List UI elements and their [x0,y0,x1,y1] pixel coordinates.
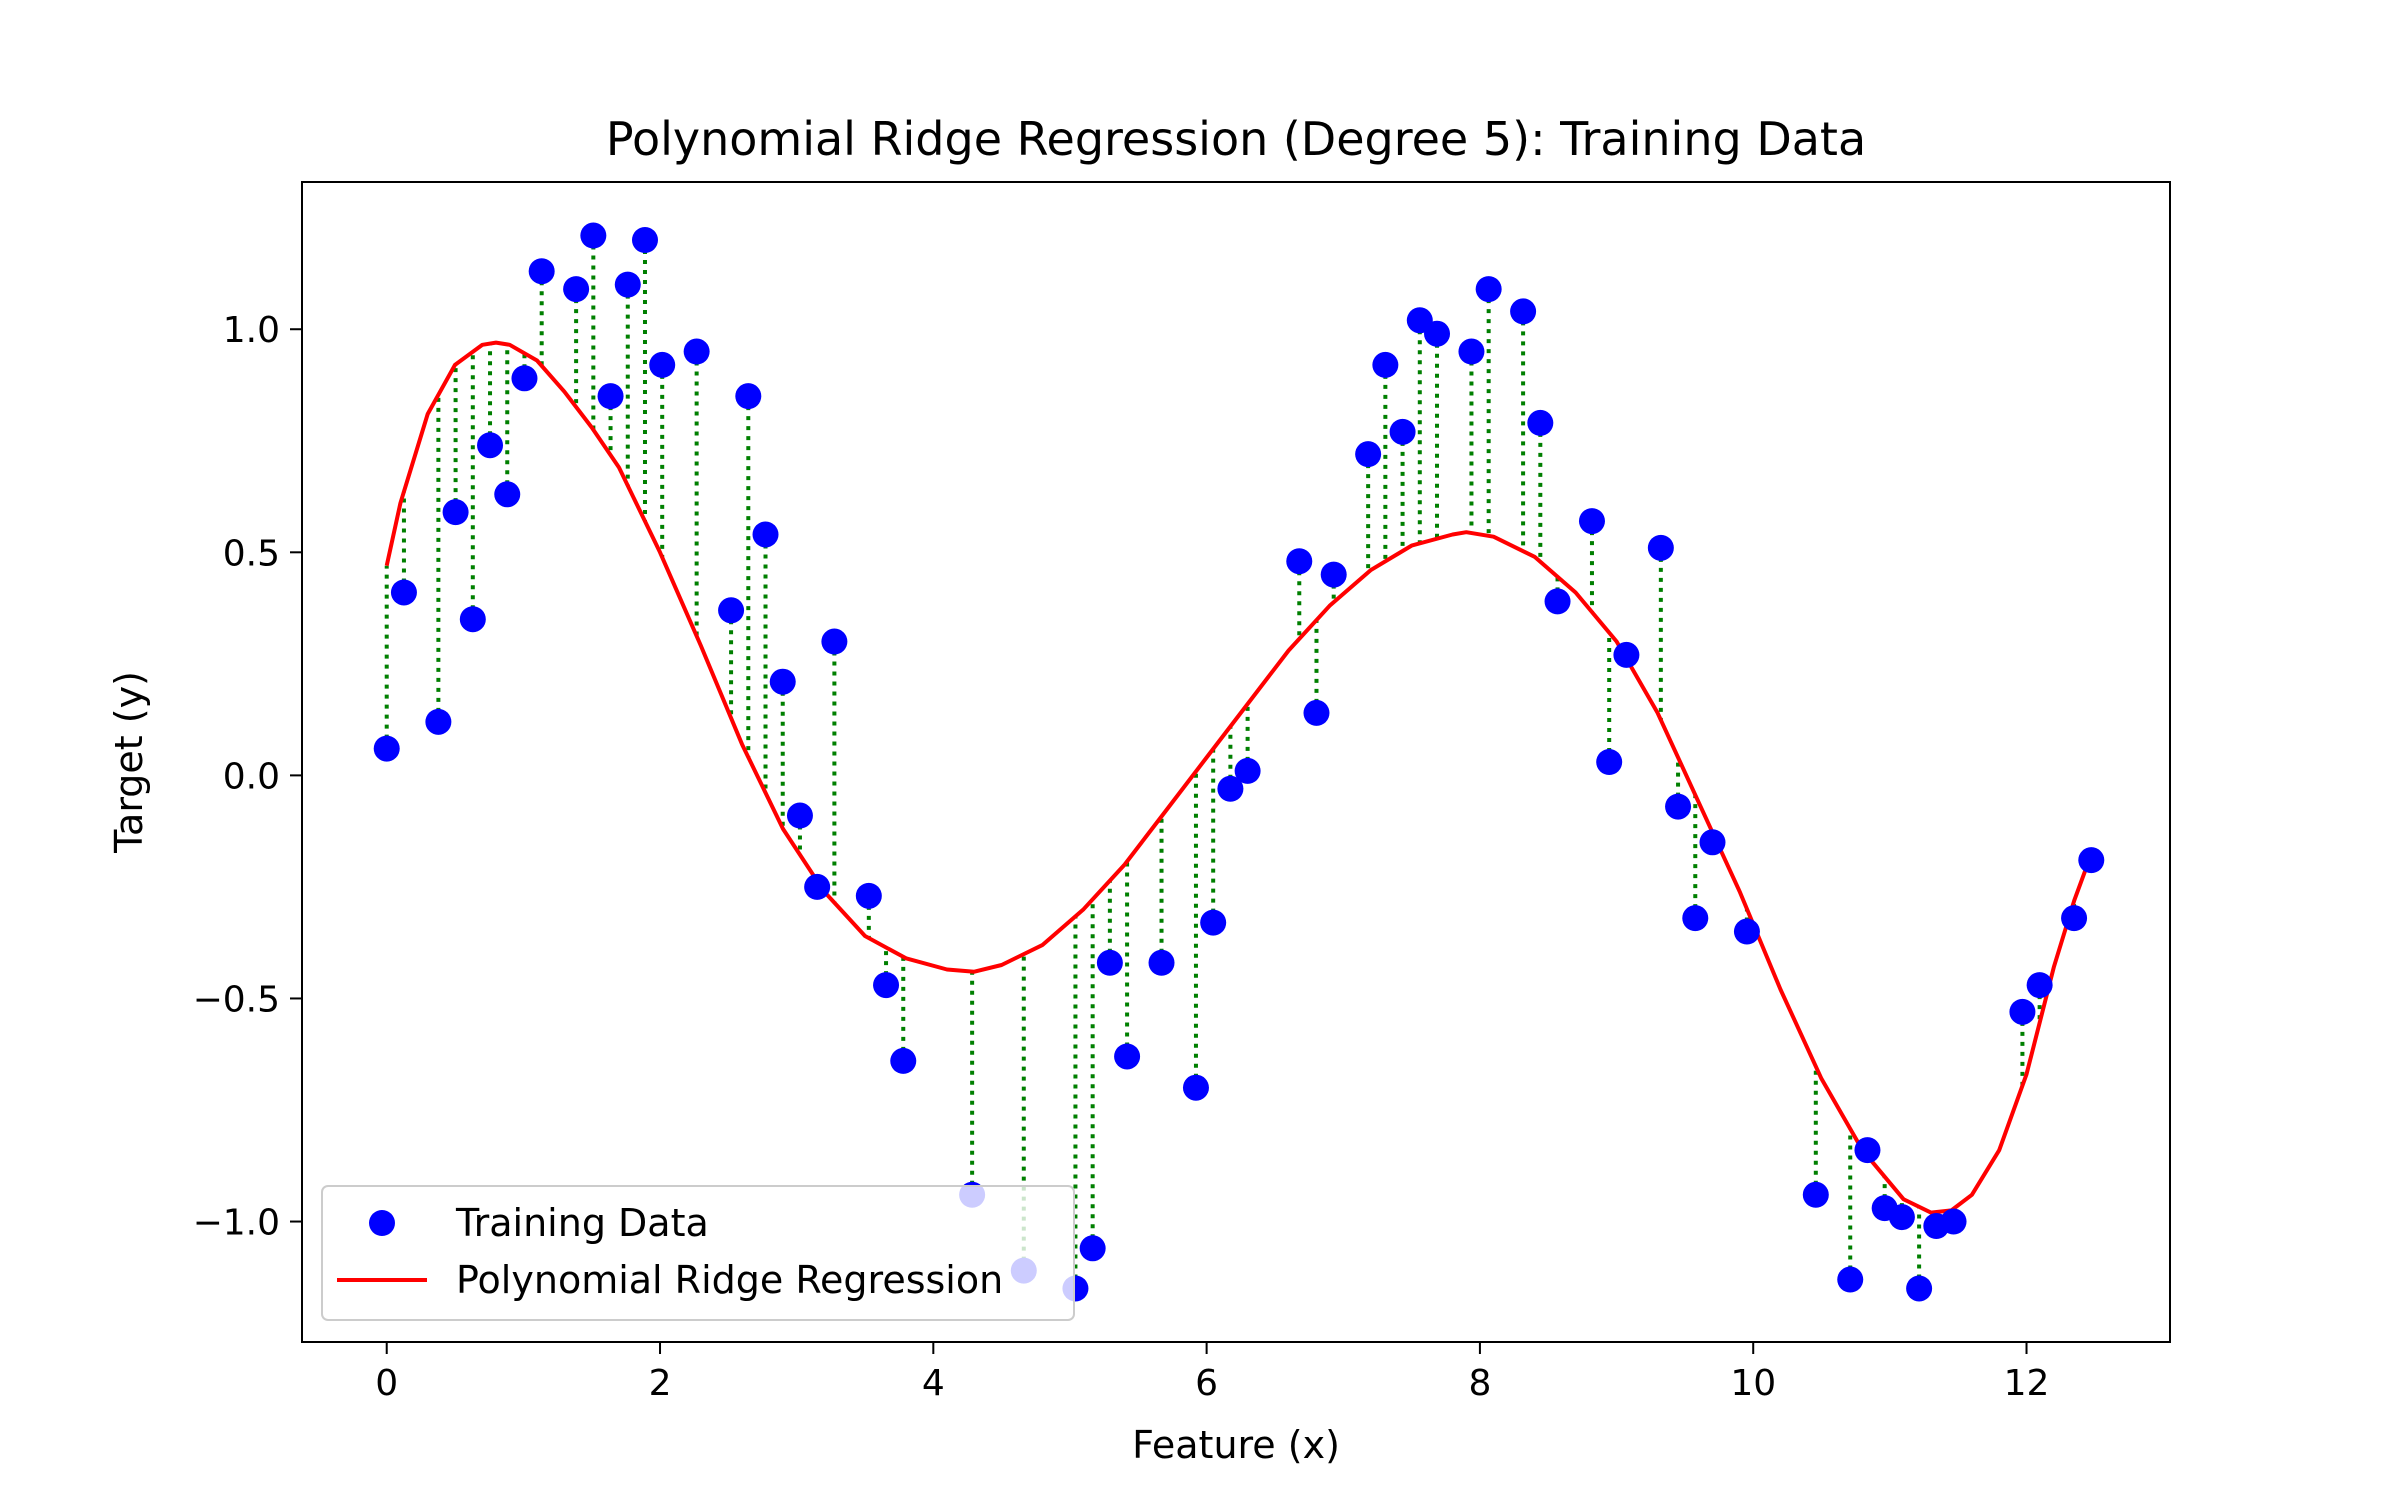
data-point [1217,775,1244,802]
data-point [2078,847,2105,874]
data-point [1303,699,1330,726]
legend-label-polynomial-ridge-regression: Polynomial Ridge Regression [456,1258,1003,1302]
data-point [804,873,831,900]
data-point [1148,949,1175,976]
data-point [2026,972,2053,999]
data-point [1200,909,1227,936]
x-tick-label: 4 [922,1363,945,1404]
data-point [494,481,521,508]
data-point [718,597,745,624]
data-point [631,227,658,253]
data-point [1613,641,1640,668]
y-tick-label: 0.0 [223,756,280,797]
data-point [1888,1204,1915,1231]
data-point [2009,998,2036,1025]
data-point [390,579,417,606]
data-point [1906,1275,1933,1302]
data-point [1320,561,1347,588]
legend-label-training-data: Training Data [455,1201,709,1245]
data-point [1458,338,1485,365]
data-point [1665,793,1692,820]
data-point [1372,351,1399,378]
data-point [683,338,710,365]
data-point [442,499,469,526]
x-axis-ticks: 0 2 4 6 8 10 12 [375,1342,2049,1404]
y-axis-label: Target (y) [107,671,151,854]
data-point [1699,829,1726,856]
data-point [735,383,762,410]
x-tick-label: 0 [375,1363,398,1404]
y-tick-label: −0.5 [193,979,280,1020]
data-point [1527,409,1554,436]
data-point [873,972,900,999]
x-tick-label: 8 [1468,1363,1491,1404]
data-point [1940,1208,1967,1235]
fit-line-group [384,340,2093,1215]
data-point [1837,1266,1864,1293]
plot-frame [301,181,2171,1343]
data-point [1114,1043,1141,1070]
data-point [1647,534,1674,561]
data-point [1544,588,1571,615]
data-point [1596,749,1623,775]
x-tick-label: 6 [1195,1363,1218,1404]
data-point [769,668,796,695]
data-point [649,351,676,378]
data-point [528,258,555,285]
y-tick-label: −1.0 [193,1203,280,1244]
data-point [1424,320,1451,347]
fit-line [384,340,2093,1215]
data-point [786,802,813,829]
data-point [1854,1137,1881,1164]
data-point [511,365,538,392]
legend-box [321,1185,1075,1321]
data-point [1389,418,1416,445]
data-point [563,276,590,303]
data-point [373,735,400,762]
data-point [597,383,624,410]
x-tick-label: 10 [1730,1363,1776,1404]
data-point [1802,1181,1829,1208]
data-points [373,222,2105,1302]
x-axis-label: Feature (x) [1132,1423,1340,1467]
data-point [1096,949,1123,976]
legend: Training Data Polynomial Ridge Regressio… [321,1185,1075,1321]
data-point [1182,1074,1209,1101]
y-tick-label: 1.0 [223,310,280,351]
data-point [1234,757,1261,784]
data-point [890,1047,917,1074]
data-point [580,222,607,249]
legend-marker-training-data [369,1210,395,1236]
data-point [1733,918,1760,945]
data-point [459,606,486,633]
data-point [1510,298,1537,325]
chart-title: Polynomial Ridge Regression (Degree 5): … [606,112,1866,166]
data-point [1286,548,1313,575]
data-point [1578,508,1605,535]
data-point [1682,905,1709,932]
data-point [855,882,882,909]
y-tick-label: 0.5 [223,533,280,574]
data-point [2061,905,2088,932]
data-point [425,708,452,735]
data-point [477,432,504,459]
data-point [1355,441,1382,468]
y-axis-ticks: −1.0 −0.5 0.0 0.5 1.0 [193,310,302,1244]
data-point [752,521,779,548]
data-point [821,628,848,655]
data-point [1079,1235,1106,1262]
data-point [1475,276,1502,303]
x-tick-label: 12 [2004,1363,2050,1404]
x-tick-label: 2 [649,1363,672,1404]
data-point [614,271,641,298]
